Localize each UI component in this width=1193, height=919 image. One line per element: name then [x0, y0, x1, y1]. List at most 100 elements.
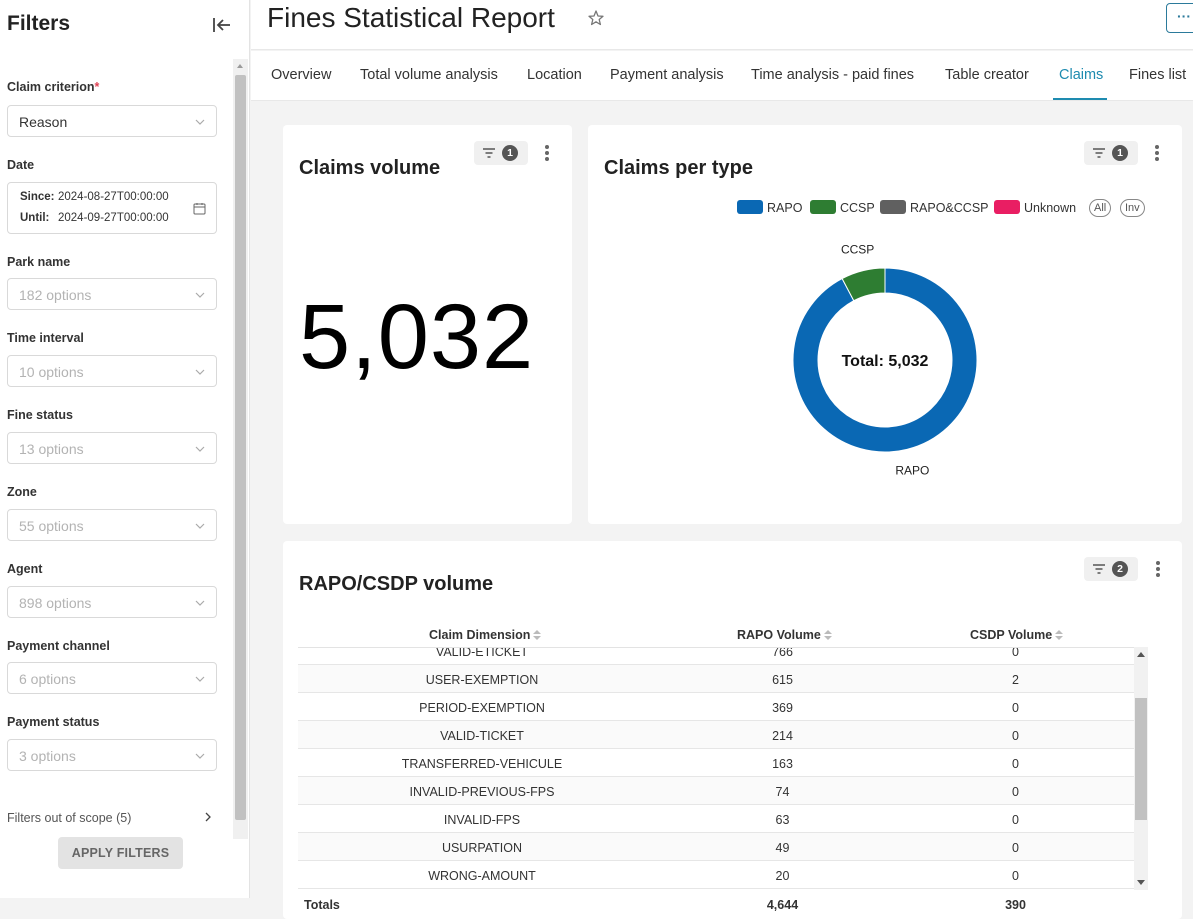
payment-channel-select[interactable]: 6 options [7, 662, 217, 694]
cell-claim-dimension: INVALID-PREVIOUS-FPS [409, 785, 555, 799]
card-title: Claims volume [299, 157, 441, 179]
filter-badge[interactable]: 1 [474, 141, 528, 165]
cell-csdp-volume: 0 [1012, 757, 1019, 771]
select-placeholder: 55 options [19, 518, 84, 534]
chevron-down-icon [195, 600, 205, 606]
card-menu-icon[interactable] [1155, 561, 1161, 581]
filter-label-payment-status: Payment status [7, 715, 100, 729]
date-until: Until: 2024-09-27T00:00:00 [20, 212, 169, 224]
collapse-sidebar-icon[interactable] [211, 14, 233, 36]
filter-label-date: Date [7, 158, 35, 172]
legend-item-rapo[interactable]: RAPO [737, 200, 802, 215]
cell-claim-dimension: USER-EXEMPTION [425, 673, 539, 687]
select-placeholder: 10 options [19, 364, 84, 380]
card-menu-icon[interactable] [544, 145, 550, 165]
filters-out-of-scope[interactable]: Filters out of scope (5) [7, 811, 217, 825]
table-row[interactable]: PERIOD-EXEMPTION 369 0 [298, 693, 1134, 721]
big-number-value: 5,032 [299, 286, 535, 388]
select-placeholder: 182 options [19, 287, 92, 303]
park-name-select[interactable]: 182 options [7, 278, 217, 310]
cell-rapo-volume: 49 [775, 841, 790, 855]
more-actions-button[interactable]: ··· [1166, 3, 1193, 33]
apply-filters-button[interactable]: APPLY FILTERS [58, 837, 183, 869]
rapo-csdp-volume-card: RAPO/CSDP volume 2 Claim Dimension RAPO … [283, 541, 1182, 919]
payment-status-select[interactable]: 3 options [7, 739, 217, 771]
total-csdp-volume: 390 [1005, 898, 1026, 912]
select-value: Reason [19, 114, 68, 130]
scroll-up-arrow[interactable] [237, 64, 243, 68]
legend-item-ccsp[interactable]: CCSP [810, 200, 875, 215]
agent-select[interactable]: 898 options [7, 586, 217, 618]
legend-invert[interactable]: Inv [1120, 199, 1145, 217]
sort-icon [533, 630, 542, 640]
tab-payment-analysis[interactable]: Payment analysis [610, 67, 724, 83]
table-row[interactable]: WRONG-AMOUNT 20 0 [298, 861, 1134, 889]
tab-location[interactable]: Location [527, 67, 582, 83]
table-scrollbar[interactable] [1134, 647, 1148, 890]
tab-total-volume-analysis[interactable]: Total volume analysis [360, 67, 498, 83]
legend-select-all[interactable]: All [1089, 199, 1112, 217]
time-interval-select[interactable]: 10 options [7, 355, 217, 387]
calendar-icon[interactable] [193, 202, 206, 215]
filter-label-agent: Agent [7, 562, 43, 576]
date-range-picker[interactable]: Since: 2024-08-27T00:00:00 Until: 2024-09-… [7, 182, 217, 234]
table-row[interactable]: USER-EXEMPTION 615 2 [298, 665, 1134, 693]
claims-per-type-card: Claims per type 1 RAPO CCSP RAPO&CCSP Un… [588, 125, 1182, 524]
cell-rapo-volume: 214 [772, 729, 793, 743]
cell-csdp-volume: 0 [1012, 869, 1019, 883]
slice-label-rapo: RAPO [895, 464, 929, 478]
cell-claim-dimension: WRONG-AMOUNT [428, 869, 536, 883]
select-placeholder: 6 options [19, 671, 76, 687]
legend-swatch [810, 200, 836, 214]
table-row[interactable]: VALID-ETICKET 766 0 [298, 648, 1134, 665]
tab-overview[interactable]: Overview [271, 67, 332, 83]
cell-csdp-volume: 0 [1012, 813, 1019, 827]
card-menu-icon[interactable] [1154, 145, 1160, 165]
legend-item-unknown[interactable]: Unknown [994, 200, 1076, 215]
filter-label-park-name: Park name [7, 255, 71, 269]
slice-label-ccsp: CCSP [841, 242, 874, 256]
fine-status-select[interactable]: 13 options [7, 432, 217, 464]
tab-table-creator[interactable]: Table creator [945, 67, 1029, 83]
table-row[interactable]: USURPATION 49 0 [298, 833, 1134, 861]
donut-slice-ccsp[interactable] [841, 267, 886, 302]
zone-select[interactable]: 55 options [7, 509, 217, 541]
scroll-up-arrow[interactable] [1137, 652, 1145, 657]
cell-csdp-volume: 0 [1012, 841, 1019, 855]
table-header: Claim Dimension RAPO Volume CSDP Volume [298, 623, 1131, 647]
claim-criterion-select[interactable]: Reason [7, 105, 217, 137]
sort-icon [823, 630, 832, 640]
filter-icon [1093, 564, 1105, 574]
star-icon[interactable] [587, 9, 605, 27]
column-header-csdp-volume[interactable]: CSDP Volume [970, 628, 1064, 642]
tab-time-analysis-paid-fines[interactable]: Time analysis - paid fines [751, 67, 915, 83]
chevron-right-icon [205, 812, 211, 822]
filter-label-zone: Zone [7, 485, 37, 499]
tab-claims[interactable]: Claims [1059, 67, 1104, 83]
cell-claim-dimension: PERIOD-EXEMPTION [419, 701, 545, 715]
sidebar-scrollbar[interactable] [233, 59, 248, 839]
totals-label: Totals [304, 898, 340, 912]
legend-swatch [737, 200, 763, 214]
select-placeholder: 898 options [19, 595, 92, 611]
select-placeholder: 13 options [19, 441, 84, 457]
donut-center-total: Total: 5,032 [842, 353, 929, 370]
scrollbar-thumb[interactable] [1135, 698, 1147, 820]
donut-chart: RAPO CCSP Total: 5,032 [792, 242, 978, 478]
filter-badge[interactable]: 2 [1084, 557, 1138, 581]
tab-fines-list[interactable]: Fines list [1129, 67, 1187, 83]
table-row[interactable]: VALID-TICKET 214 0 [298, 721, 1134, 749]
column-header-rapo-volume[interactable]: RAPO Volume [737, 628, 832, 642]
filters-sidebar: Filters Claim criterion* Reason Date Sin… [0, 0, 250, 898]
table-row[interactable]: TRANSFERRED-VEHICULE 163 0 [298, 749, 1134, 777]
filter-badge[interactable]: 1 [1084, 141, 1138, 165]
scrollbar-thumb[interactable] [235, 75, 246, 820]
legend-item-rapo-ccsp[interactable]: RAPO&CCSP [880, 200, 989, 215]
donut-slice-rapo[interactable] [792, 267, 978, 453]
card-title: Claims per type [604, 157, 753, 179]
sort-icon [1055, 630, 1064, 640]
table-row[interactable]: INVALID-PREVIOUS-FPS 74 0 [298, 777, 1134, 805]
column-header-claim-dimension[interactable]: Claim Dimension [429, 628, 542, 642]
table-row[interactable]: INVALID-FPS 63 0 [298, 805, 1134, 833]
scroll-down-arrow[interactable] [1137, 880, 1145, 885]
